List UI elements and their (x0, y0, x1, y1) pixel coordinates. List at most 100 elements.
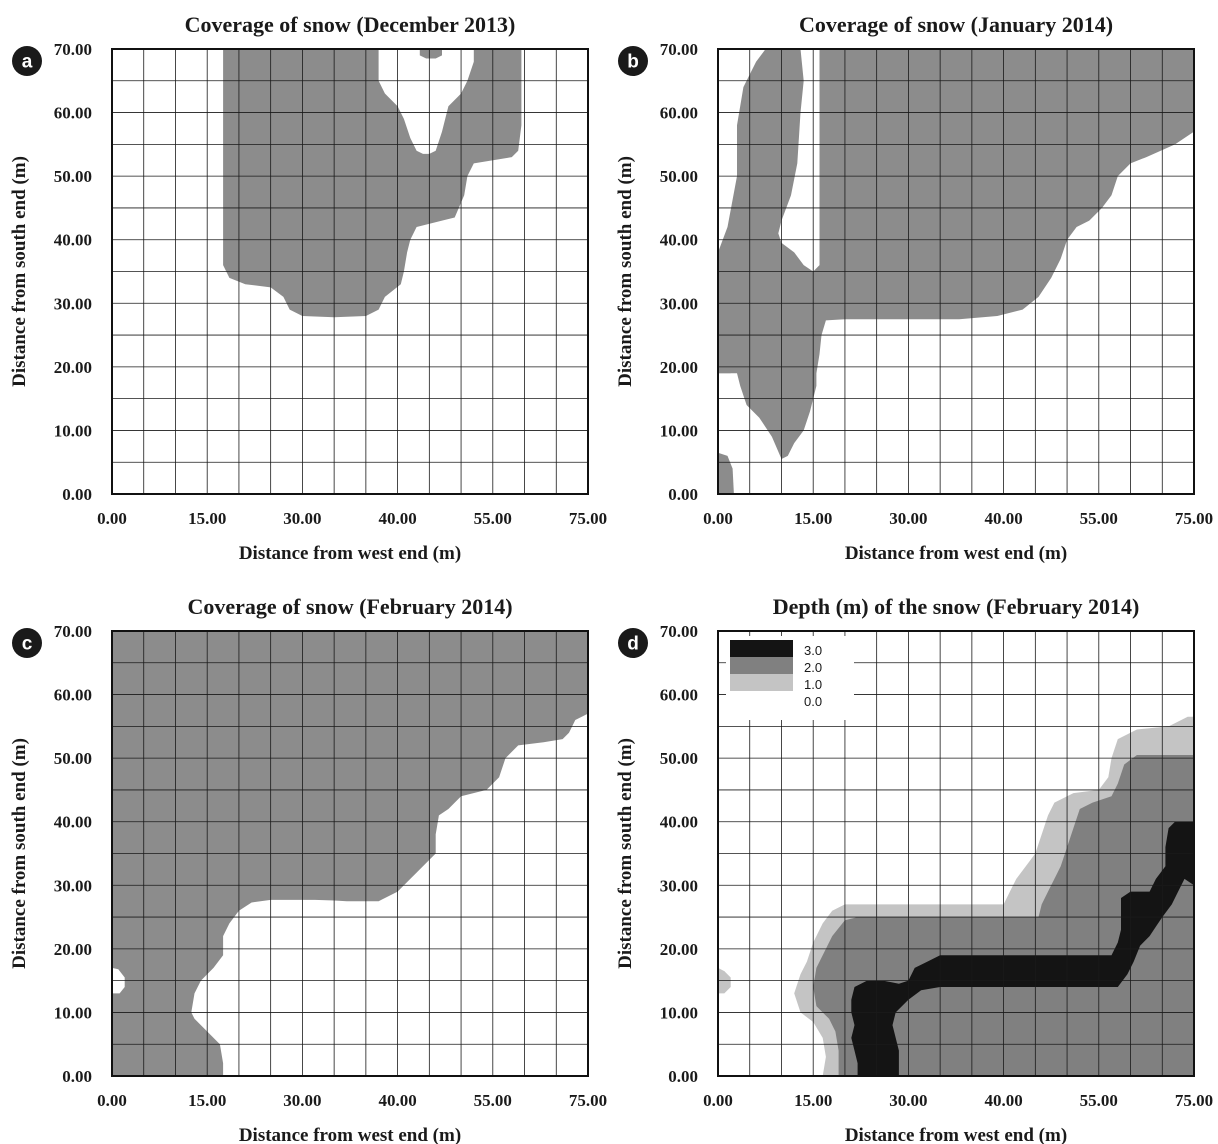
x-tick-label: 40.00 (378, 1091, 416, 1110)
legend: 3.0 2.0 1.0 0.0 (726, 636, 854, 720)
x-tick-label: 55.00 (1080, 1091, 1118, 1110)
x-tick-label: 30.00 (889, 509, 927, 528)
panel-badge (618, 628, 648, 658)
panel-c: Coverage of snow (February 2014) c 0.00 15.… (9, 594, 607, 1144)
x-tick-label: 75.00 (1175, 509, 1213, 528)
x-tick-label: 55.00 (1080, 509, 1118, 528)
panel-b: Coverage of snow (January 2014) b 0.00 15.0… (615, 12, 1213, 564)
y-tick-label: 20.00 (54, 358, 92, 377)
x-tick-label: 15.00 (794, 509, 832, 528)
x-tick-label: 55.00 (474, 1091, 512, 1110)
grid-lines (718, 631, 1194, 1076)
y-tick-label: 50.00 (54, 167, 92, 186)
grid-lines (112, 49, 588, 494)
grid-lines (718, 49, 1194, 494)
x-tick-label: 75.00 (569, 509, 607, 528)
y-tick-label: 40.00 (660, 813, 698, 832)
panel-title: Coverage of snow (February 2014) (187, 594, 512, 619)
y-tick-label: 60.00 (54, 686, 92, 705)
panel-badge (12, 628, 42, 658)
panel-d: Depth (m) of the snow (February 2014) d 0.… (615, 594, 1213, 1144)
grid-lines (112, 631, 588, 1076)
y-tick-label: 0.00 (62, 1067, 92, 1086)
panel-title: Depth (m) of the snow (February 2014) (773, 594, 1140, 619)
x-tick-label: 0.00 (703, 1091, 733, 1110)
legend-label: 3.0 (804, 643, 822, 658)
y-tick-label: 0.00 (668, 485, 698, 504)
x-tick-label: 15.00 (794, 1091, 832, 1110)
x-axis-label: Distance from west end (m) (239, 1125, 461, 1144)
legend-swatch (730, 640, 793, 657)
y-tick-label: 10.00 (660, 421, 698, 440)
y-tick-label: 40.00 (54, 813, 92, 832)
legend-swatch (730, 674, 793, 691)
y-tick-label: 30.00 (660, 876, 698, 895)
x-tick-label: 40.00 (984, 1091, 1022, 1110)
panel-title: Coverage of snow (December 2013) (185, 12, 516, 37)
y-tick-label: 30.00 (54, 294, 92, 313)
y-tick-label: 0.00 (62, 485, 92, 504)
y-tick-label: 70.00 (660, 622, 698, 641)
y-axis-label: Distance from south end (m) (9, 738, 30, 969)
y-tick-label: 40.00 (660, 231, 698, 250)
x-axis-label: Distance from west end (m) (845, 1125, 1067, 1144)
y-tick-label: 20.00 (54, 940, 92, 959)
legend-label: 1.0 (804, 677, 822, 692)
panel-badge-label: d (627, 634, 639, 655)
x-tick-label: 0.00 (703, 509, 733, 528)
plot-frame (717, 48, 1195, 495)
y-tick-label: 50.00 (660, 749, 698, 768)
y-tick-label: 30.00 (660, 294, 698, 313)
y-tick-label: 70.00 (54, 622, 92, 641)
plot-frame (717, 630, 1195, 1077)
y-tick-label: 60.00 (54, 104, 92, 123)
panel-badge (12, 46, 42, 76)
y-tick-label: 40.00 (54, 231, 92, 250)
y-tick-label: 20.00 (660, 358, 698, 377)
y-axis-label: Distance from south end (m) (615, 156, 636, 387)
x-tick-label: 40.00 (984, 509, 1022, 528)
x-tick-label: 40.00 (378, 509, 416, 528)
y-axis-label: Distance from south end (m) (615, 738, 636, 969)
plot-frame (111, 630, 589, 1077)
panel-badge-label: c (22, 634, 33, 655)
region-snow-main (718, 49, 1194, 459)
plot-frame (111, 48, 589, 495)
y-tick-label: 20.00 (660, 940, 698, 959)
x-axis-label: Distance from west end (m) (239, 543, 461, 564)
region-snow-corner (718, 452, 734, 494)
y-axis-label: Distance from south end (m) (9, 156, 30, 387)
panel-badge-label: a (22, 52, 33, 73)
y-tick-label: 0.00 (668, 1067, 698, 1086)
region-snow (223, 49, 522, 318)
x-tick-label: 75.00 (569, 1091, 607, 1110)
panel-badge (618, 46, 648, 76)
x-tick-label: 75.00 (1175, 1091, 1213, 1110)
y-tick-label: 50.00 (54, 749, 92, 768)
y-tick-label: 10.00 (660, 1003, 698, 1022)
x-tick-label: 30.00 (889, 1091, 927, 1110)
y-tick-label: 10.00 (54, 1003, 92, 1022)
y-tick-label: 70.00 (660, 40, 698, 59)
panel-badge-label: b (627, 52, 639, 73)
x-axis-label: Distance from west end (m) (845, 543, 1067, 564)
y-tick-label: 60.00 (660, 686, 698, 705)
x-tick-label: 15.00 (188, 509, 226, 528)
y-tick-label: 30.00 (54, 876, 92, 895)
x-tick-label: 30.00 (283, 509, 321, 528)
panel-a: Coverage of snow (December 2013) a 0.00 15.… (9, 12, 607, 564)
x-tick-label: 15.00 (188, 1091, 226, 1110)
y-tick-label: 10.00 (54, 421, 92, 440)
legend-label: 2.0 (804, 660, 822, 675)
legend-label: 0.0 (804, 694, 822, 709)
x-tick-label: 30.00 (283, 1091, 321, 1110)
x-tick-label: 0.00 (97, 509, 127, 528)
region-no-snow-pocket (378, 49, 474, 154)
x-tick-label: 0.00 (97, 1091, 127, 1110)
panel-title: Coverage of snow (January 2014) (799, 12, 1113, 37)
y-tick-label: 60.00 (660, 104, 698, 123)
y-tick-label: 70.00 (54, 40, 92, 59)
y-tick-label: 50.00 (660, 167, 698, 186)
legend-swatch (730, 657, 793, 674)
